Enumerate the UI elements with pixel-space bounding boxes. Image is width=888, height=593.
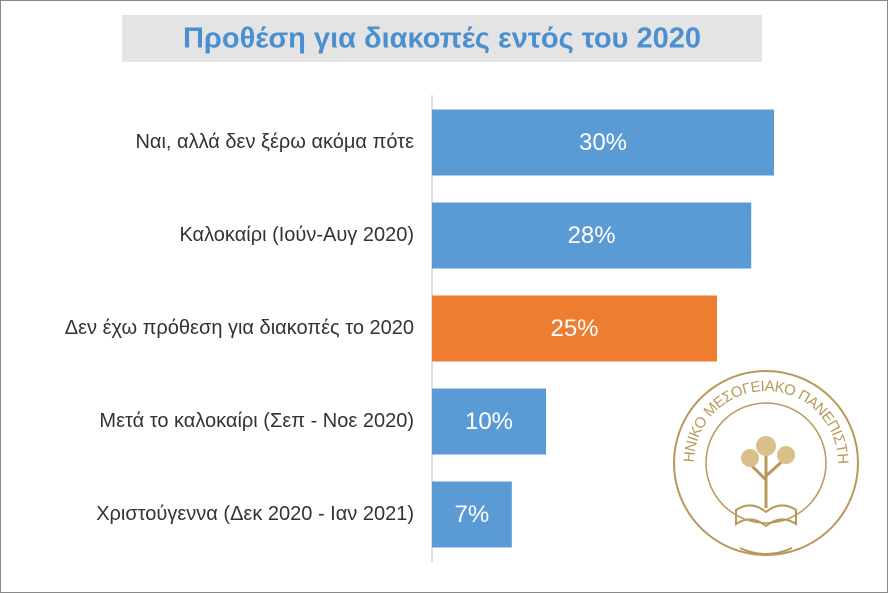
value-label: 30% — [579, 129, 627, 156]
bar — [432, 481, 512, 548]
category-label: Δεν έχω πρόθεση για διακοπές το 2020 — [65, 317, 414, 339]
category-label: Ναι, αλλά δεν ξέρω ακόμα πότε — [135, 131, 414, 153]
category-label: Μετά το καλοκαίρι (Σεπ - Νοε 2020) — [99, 410, 414, 432]
value-label: 10% — [465, 408, 513, 435]
value-label: 7% — [455, 501, 490, 528]
category-label: Καλοκαίρι (Ιούν-Αυγ 2020) — [179, 224, 414, 246]
bar — [432, 202, 752, 269]
logo — [673, 370, 859, 556]
bar — [432, 295, 717, 362]
value-label: 28% — [568, 222, 616, 249]
title-box — [122, 15, 762, 62]
value-label: 25% — [550, 315, 598, 342]
bar — [432, 388, 546, 455]
chart-title: Προθέση για διακοπές εντός του 2020 — [183, 23, 701, 55]
bar — [432, 109, 774, 176]
category-label: Χριστούγεννα (Δεκ 2020 - Ιαν 2021) — [96, 503, 414, 525]
